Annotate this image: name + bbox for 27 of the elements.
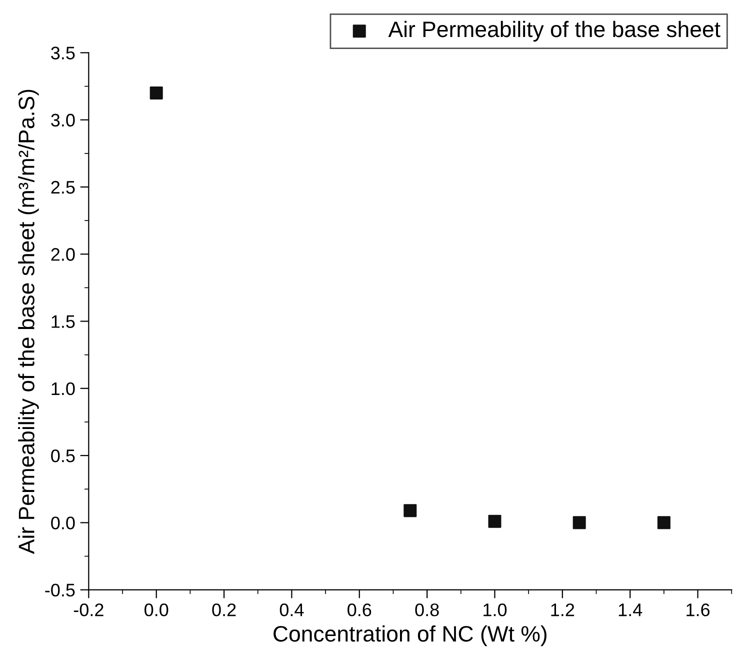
x-tick-label: 1.4 [618, 604, 642, 616]
y-tick-label: -0.5 [45, 584, 75, 597]
point [404, 504, 417, 518]
x-tick-label: 1.2 [551, 603, 574, 616]
point [488, 514, 502, 528]
legend-label: Air Permeability of the base sheet [388, 20, 720, 42]
x-axis-title: Concentration of NC (Wt %) [274, 625, 546, 646]
x-tick-label: 1.0 [484, 603, 507, 616]
point [657, 516, 670, 530]
x-tick-label: -0.2 [74, 603, 104, 616]
point [572, 516, 586, 530]
y-axis-title: Air Permeability of the base sheet (m³/m²/Pa.S) [18, 90, 39, 554]
x-tick-label: 0.4 [280, 603, 304, 616]
x-tick-label: 0.0 [144, 603, 168, 616]
y-tick-label: 2.5 [51, 180, 75, 194]
y-tick-label: 3.5 [51, 46, 75, 60]
y-tick-label: 1.0 [52, 382, 75, 396]
y-tick-label: 2.0 [51, 248, 75, 261]
y-tick-label: 0.5 [51, 449, 75, 462]
y-tick-label: 0.0 [51, 516, 75, 530]
x-tick-label: 1.6 [686, 603, 710, 616]
x-tick-label: 0.8 [415, 603, 439, 616]
y-tick-label: 3.0 [51, 114, 75, 127]
x-tick-label: 0.2 [212, 603, 236, 616]
y-tick-label: 1.5 [52, 315, 75, 328]
point [150, 86, 163, 100]
x-tick-label: 0.6 [348, 603, 372, 616]
